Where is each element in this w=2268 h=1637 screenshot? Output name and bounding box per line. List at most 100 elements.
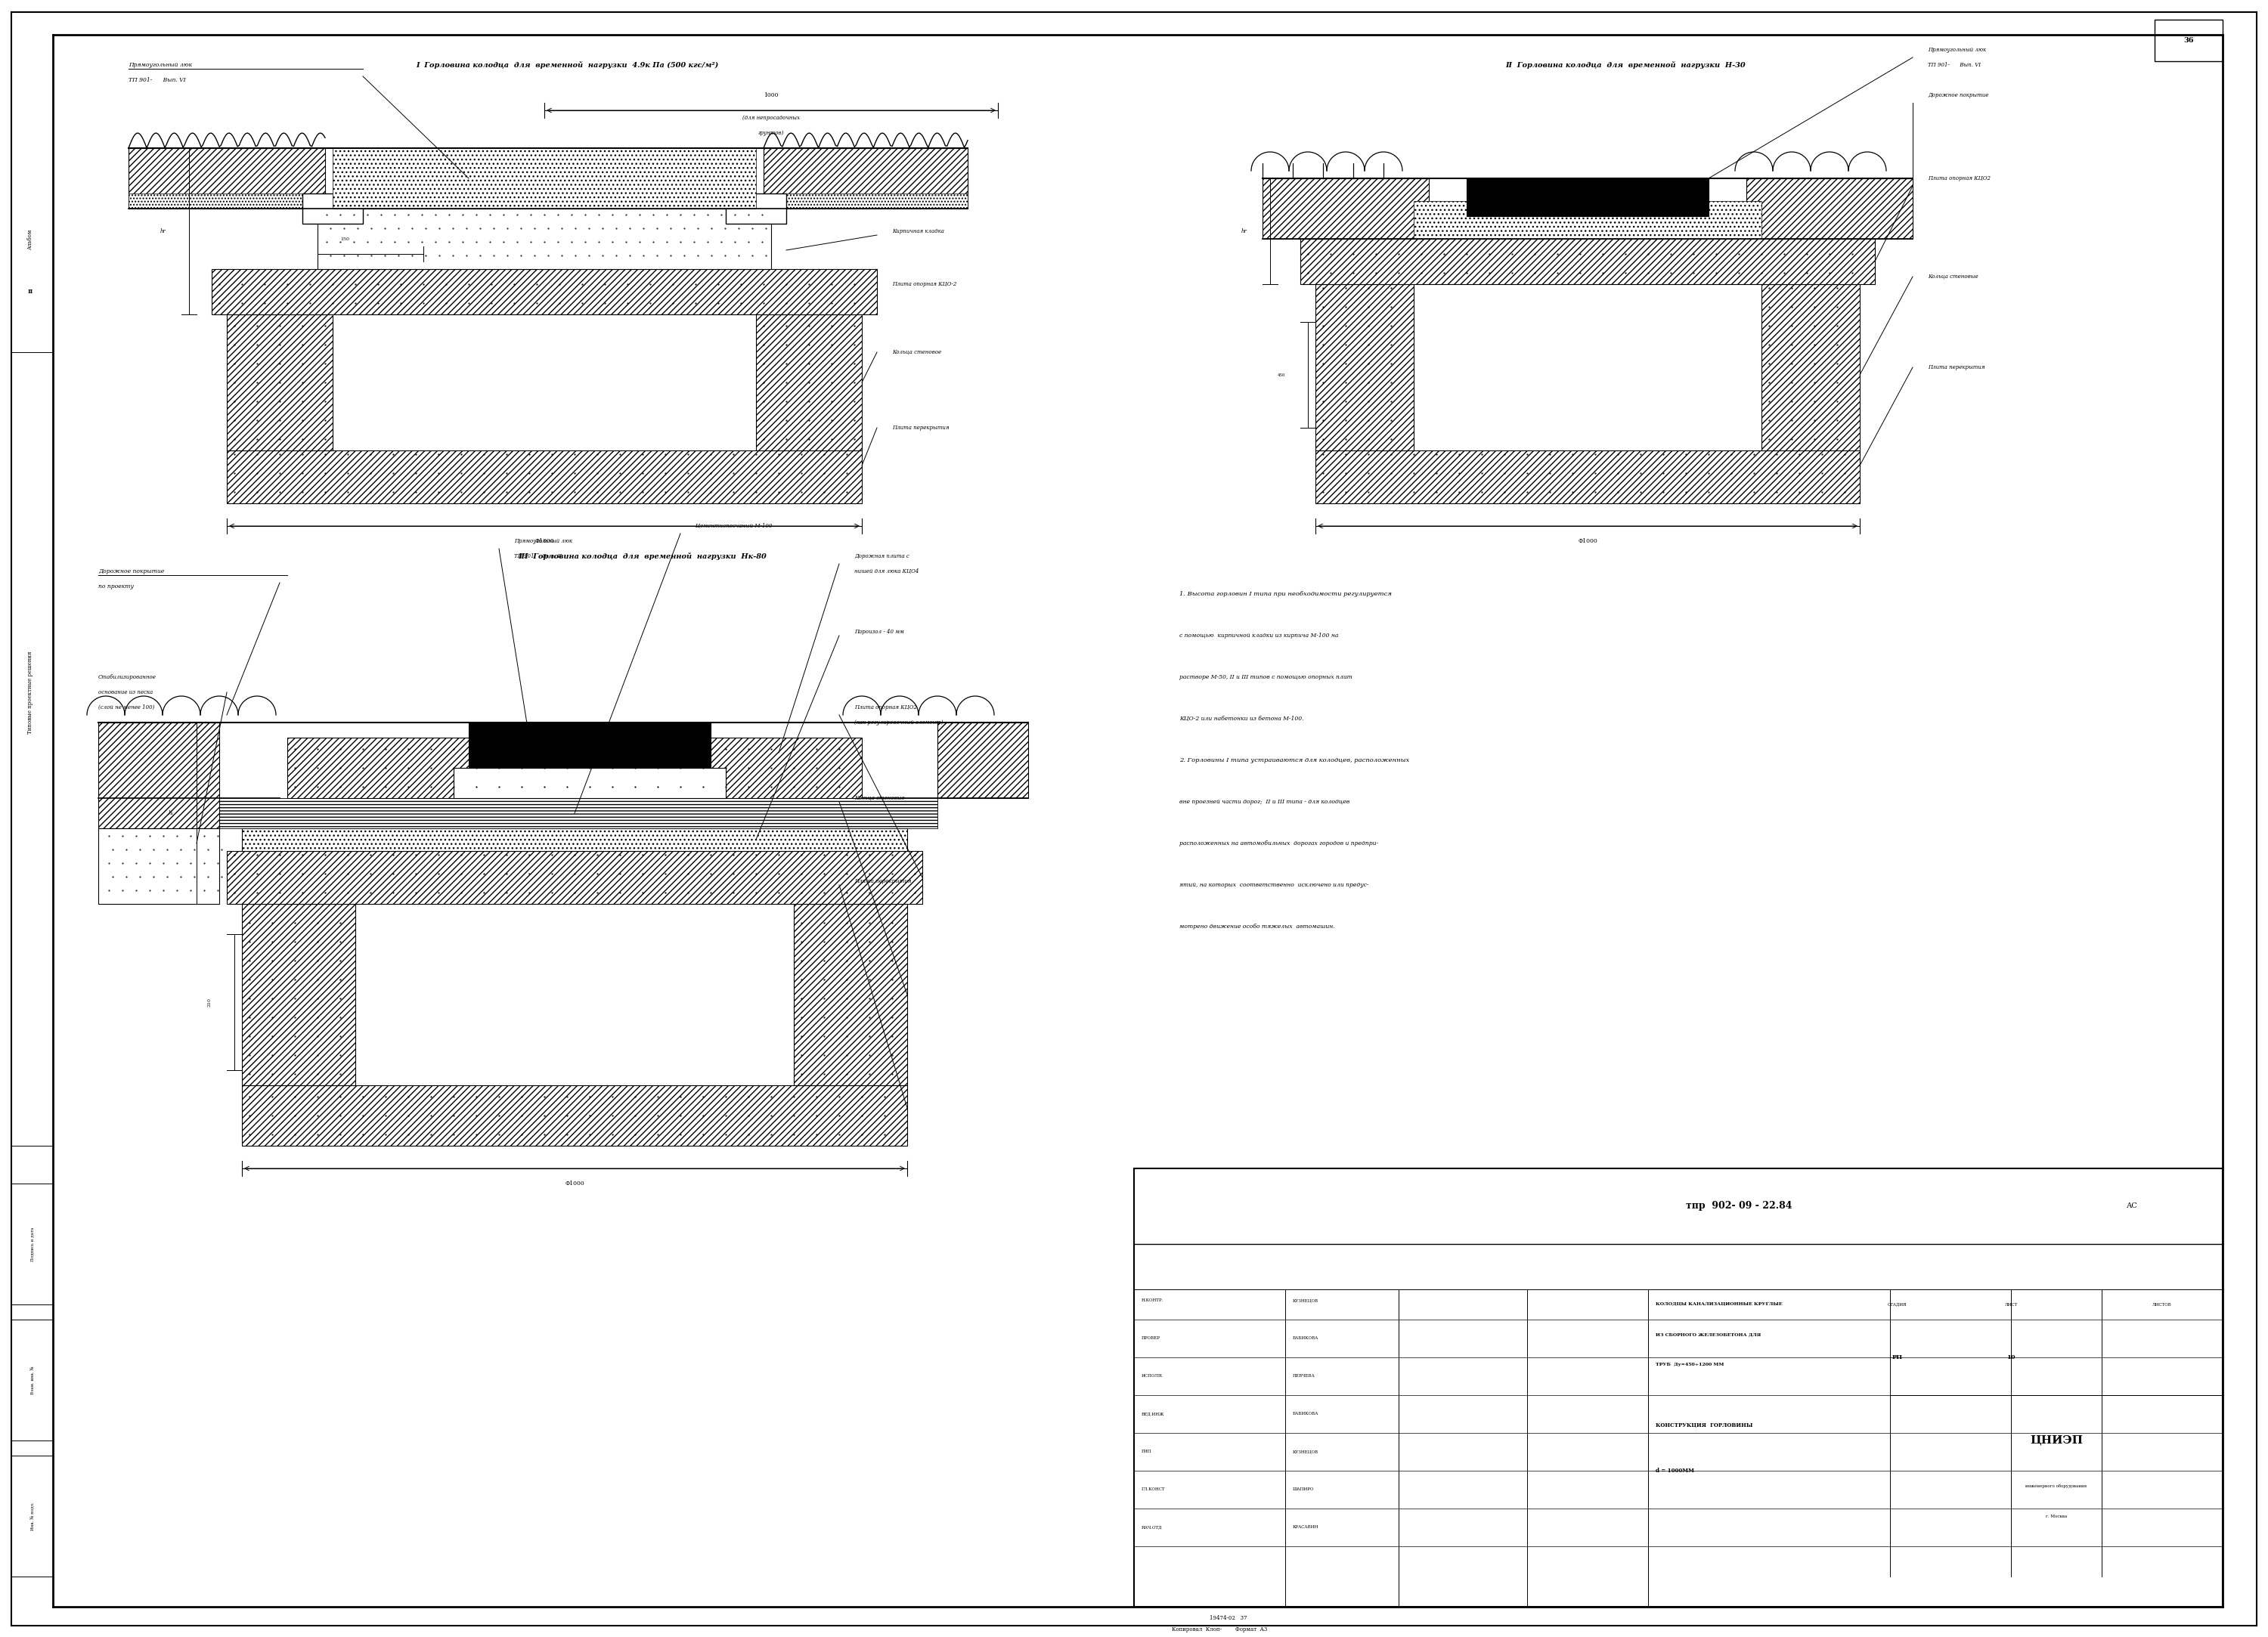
Text: 1. Высота горловин I типа при необходимости регулируется: 1. Высота горловин I типа при необходимо…: [1179, 591, 1393, 598]
Text: ГИП: ГИП: [1141, 1450, 1152, 1454]
Bar: [454, 768, 726, 799]
Bar: [1315, 450, 1860, 503]
Text: (как регулировочный элемент): (как регулировочный элемент): [855, 720, 943, 725]
Text: БАБИКОВА: БАБИКОВА: [1293, 1413, 1318, 1416]
Text: основание из песка: основание из песка: [98, 689, 152, 696]
Bar: [288, 738, 862, 799]
Bar: [98, 722, 220, 828]
Text: 36: 36: [2184, 38, 2193, 44]
Text: 2. Горловины I типа устраиваются для колодцев, расположенных: 2. Горловины I типа устраиваются для кол…: [1179, 758, 1408, 763]
Bar: [469, 722, 710, 768]
Text: Прямоугольный люк: Прямоугольный люк: [515, 539, 572, 543]
Text: АС: АС: [2127, 1203, 2136, 1210]
Bar: [794, 904, 907, 1085]
Text: II: II: [27, 288, 34, 295]
Text: 1000: 1000: [764, 92, 778, 98]
Text: ТРУБ  Ду=450÷1200 ММ: ТРУБ Ду=450÷1200 ММ: [1656, 1364, 1724, 1367]
Text: растворе М-50, II и III типов с помощью опорных плит: растворе М-50, II и III типов с помощью …: [1179, 674, 1352, 681]
Text: Плита перекрытия: Плита перекрытия: [855, 877, 912, 884]
Text: 150: 150: [340, 237, 349, 241]
Text: ИЗ СБОРНОГО ЖЕЛЕЗОБЕТОНА ДЛЯ: ИЗ СБОРНОГО ЖЕЛЕЗОБЕТОНА ДЛЯ: [1656, 1333, 1760, 1336]
Bar: [764, 193, 968, 208]
Bar: [1315, 285, 1413, 450]
Text: Пароизол - 40 мм: Пароизол - 40 мм: [855, 629, 905, 635]
Bar: [1467, 178, 1708, 216]
Text: Дорожное покрытие: Дорожное покрытие: [98, 568, 163, 575]
Text: 450: 450: [1277, 373, 1286, 377]
Text: ШАПИРО: ШАПИРО: [1293, 1488, 1313, 1491]
Text: Ф1000: Ф1000: [1579, 539, 1597, 543]
Text: ТП 901     Вып. II: ТП 901 Вып. II: [515, 553, 562, 560]
Text: Плита перекрытия: Плита перекрытия: [1928, 365, 1984, 370]
Text: Инв. № подл.: Инв. № подл.: [29, 1501, 34, 1531]
Text: ИСПОЛН.: ИСПОЛН.: [1141, 1375, 1163, 1378]
Bar: [98, 828, 220, 904]
Text: ЛИСТОВ: ЛИСТОВ: [2152, 1303, 2173, 1306]
Bar: [243, 1085, 907, 1146]
Text: Прямоугольный люк: Прямоугольный люк: [1928, 47, 1987, 52]
Text: нишей для люка КЦО4: нишей для люка КЦО4: [855, 568, 919, 575]
Text: ГЛ.КОНСТ: ГЛ.КОНСТ: [1141, 1488, 1166, 1491]
Text: ятий, на которых  соответственно  исключено или предус-: ятий, на которых соответственно исключен…: [1179, 882, 1368, 887]
Text: Взам. инв. №: Взам. инв. №: [32, 1365, 34, 1395]
Text: ПРОВЕР: ПРОВЕР: [1141, 1336, 1161, 1341]
Bar: [755, 314, 862, 450]
Text: Плита опорная КЦО2: Плита опорная КЦО2: [1928, 175, 1991, 182]
Bar: [347, 187, 742, 208]
Text: Кольца стеновые: Кольца стеновые: [855, 796, 905, 800]
Bar: [227, 851, 923, 904]
Bar: [302, 193, 363, 224]
Bar: [363, 175, 726, 193]
Text: г. Москва: г. Москва: [2046, 1514, 2066, 1517]
Bar: [1746, 178, 1912, 239]
Text: Плита опорная КЦО-2: Плита опорная КЦО-2: [891, 282, 957, 286]
Text: Копировал  Клоп-        Формат  А3: Копировал Клоп- Формат А3: [1173, 1627, 1268, 1632]
Text: 19474-02   37: 19474-02 37: [1209, 1616, 1247, 1621]
Text: КОНСТРУКЦИЯ  ГОРЛОВИНЫ: КОНСТРУКЦИЯ ГОРЛОВИНЫ: [1656, 1423, 1753, 1429]
Text: Ф1000: Ф1000: [535, 539, 553, 543]
Text: d = 1000ММ: d = 1000ММ: [1656, 1468, 1694, 1473]
Text: Ф1000: Ф1000: [565, 1180, 585, 1187]
Text: Дорожное покрытие: Дорожное покрытие: [1928, 92, 1989, 98]
Bar: [11, 1455, 52, 1576]
Text: мотрено движение особо тяжелых  автомашин.: мотрено движение особо тяжелых автомашин…: [1179, 923, 1336, 930]
Text: hr: hr: [1241, 228, 1247, 234]
Text: ЦНИЭП: ЦНИЭП: [2030, 1436, 2082, 1445]
Bar: [2155, 20, 2223, 61]
Text: ПЕВЧЕВА: ПЕВЧЕВА: [1293, 1375, 1315, 1378]
Text: Типовые проектные решения: Типовые проектные решения: [27, 652, 34, 733]
Text: БАБИКОВА: БАБИКОВА: [1293, 1336, 1318, 1341]
Text: Плита перекрытия: Плита перекрытия: [891, 424, 948, 431]
Bar: [11, 1184, 52, 1305]
Bar: [333, 147, 755, 208]
Text: ВЕД.ИНЖ: ВЕД.ИНЖ: [1141, 1413, 1163, 1416]
Bar: [243, 828, 907, 851]
Bar: [1263, 178, 1429, 239]
Bar: [1300, 239, 1876, 285]
Text: Кольца стеновые: Кольца стеновые: [1928, 273, 1978, 280]
Text: Цементнопесчаный М-100: Цементнопесчаный М-100: [696, 522, 771, 529]
Text: с помощью  кирпичной кладки из кирпича М-100 на: с помощью кирпичной кладки из кирпича М-…: [1179, 632, 1338, 638]
Bar: [227, 450, 862, 503]
Text: по проекту: по проекту: [98, 583, 134, 589]
Bar: [11, 1319, 52, 1441]
Bar: [318, 208, 771, 268]
Text: Кирпичная кладка: Кирпичная кладка: [891, 228, 943, 234]
Text: III  Горловина колодца  для  временной  нагрузки  Нк-80: III Горловина колодца для временной нагр…: [519, 552, 767, 560]
Text: вне проезней части дорог;  II и III типа - для колодцев: вне проезней части дорог; II и III типа …: [1179, 799, 1349, 805]
Text: II  Горловина колодца  для  временной  нагрузки  Н-30: II Горловина колодца для временной нагру…: [1506, 61, 1746, 69]
Text: Дорожная плита с: Дорожная плита с: [855, 553, 909, 560]
Text: (для непросадочных: (для непросадочных: [742, 115, 801, 121]
Text: Плита опорная КЦО2: Плита опорная КЦО2: [855, 704, 916, 710]
Text: НАЧ.ОТД: НАЧ.ОТД: [1141, 1526, 1161, 1529]
Text: инженерного оборудования: инженерного оборудования: [2025, 1483, 2087, 1488]
Text: (слой не менее 100): (слой не менее 100): [98, 704, 154, 710]
Text: КЦО-2 или набетонки из бетона М-100.: КЦО-2 или набетонки из бетона М-100.: [1179, 715, 1304, 722]
Text: КУЗНЕЦОВ: КУЗНЕЦОВ: [1293, 1298, 1318, 1303]
Text: Кольца стеновое: Кольца стеновое: [891, 349, 941, 355]
Text: ТП 901-      Вып. VI: ТП 901- Вып. VI: [129, 77, 186, 83]
Text: КРАСАВИН: КРАСАВИН: [1293, 1526, 1318, 1529]
Bar: [1762, 285, 1860, 450]
Text: ЛИСТ: ЛИСТ: [2005, 1303, 2019, 1306]
Text: I  Горловина колодца  для  временной  нагрузки  4.9к Па (500 кгс/м²): I Горловина колодца для временной нагруз…: [415, 61, 719, 69]
